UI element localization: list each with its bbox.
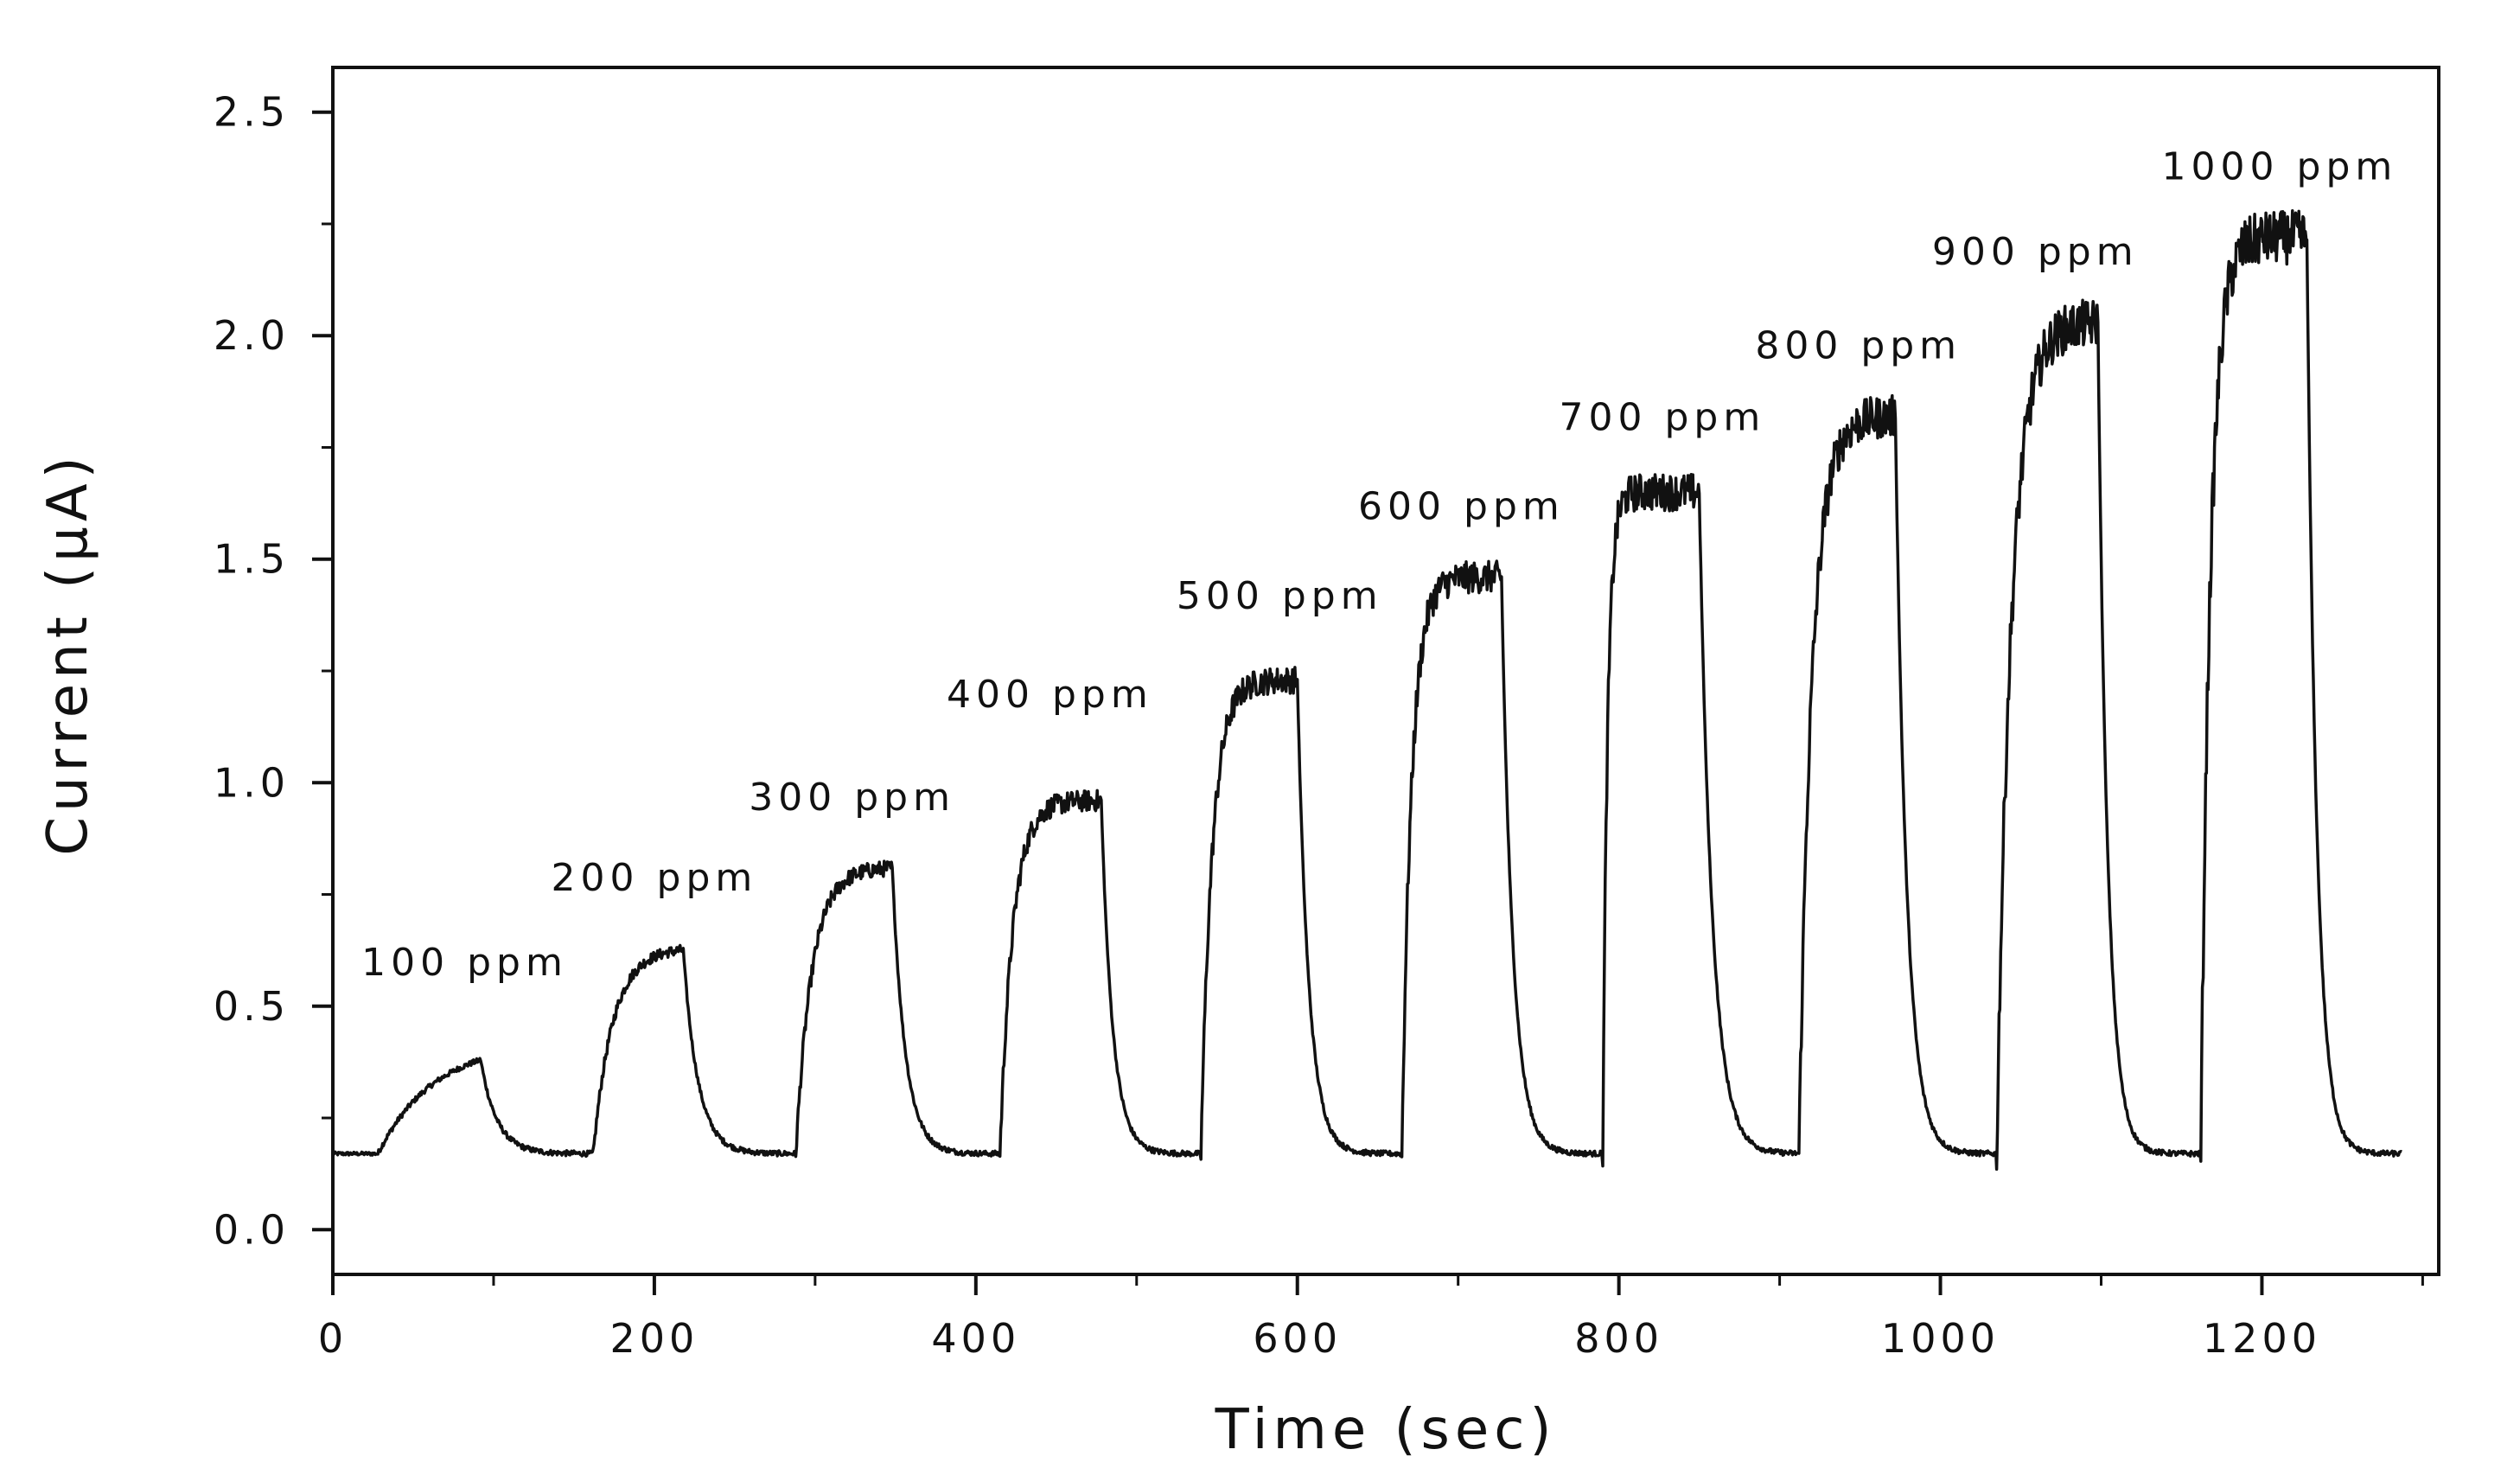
annotation-label: 200 ppm [552,856,758,900]
annotation-label: 600 ppm [1358,485,1565,529]
annotation-label: 400 ppm [947,673,1153,717]
concentration-annotations: 100 ppm 200 ppm 300 ppm 400 ppm 500 ppm 600 p… [361,145,2398,985]
annotation-label: 100 ppm [361,941,568,985]
y-tick-label: 1.0 [214,759,290,806]
x-tick-label: 400 [931,1315,1020,1362]
annotation-label: 1000 ppm [2162,145,2398,189]
current-trace [331,209,2403,1172]
x-tick-label: 600 [1253,1315,1342,1362]
plot-area-frame [331,66,2440,1276]
y-axis-ticks: 0.0 0.5 1.0 1.5 2.0 2.5 [214,89,333,1253]
y-axis-title: Current (µA) [36,451,100,855]
x-axis-ticks: 0 200 400 600 800 1000 1200 [318,1274,2424,1362]
series-current [331,209,2403,1172]
annotation-label: 900 ppm [1932,230,2139,274]
annotation-label: 300 ppm [749,776,955,820]
x-tick-label: 200 [610,1315,699,1362]
x-axis-title: Time (sec) [1215,1398,1557,1462]
y-tick-label: 0.0 [214,1206,290,1253]
y-tick-label: 1.5 [214,536,290,583]
x-tick-label: 0 [318,1315,348,1362]
y-tick-label: 2.0 [214,312,290,359]
y-tick-label: 2.5 [214,89,290,136]
x-tick-label: 800 [1574,1315,1663,1362]
annotation-label: 800 ppm [1755,324,1962,368]
y-tick-label: 0.5 [214,983,290,1030]
annotation-label: 500 ppm [1177,574,1383,618]
x-tick-label: 1200 [2203,1315,2321,1362]
x-tick-label: 1000 [1881,1315,2000,1362]
annotation-label: 700 ppm [1559,395,1765,439]
